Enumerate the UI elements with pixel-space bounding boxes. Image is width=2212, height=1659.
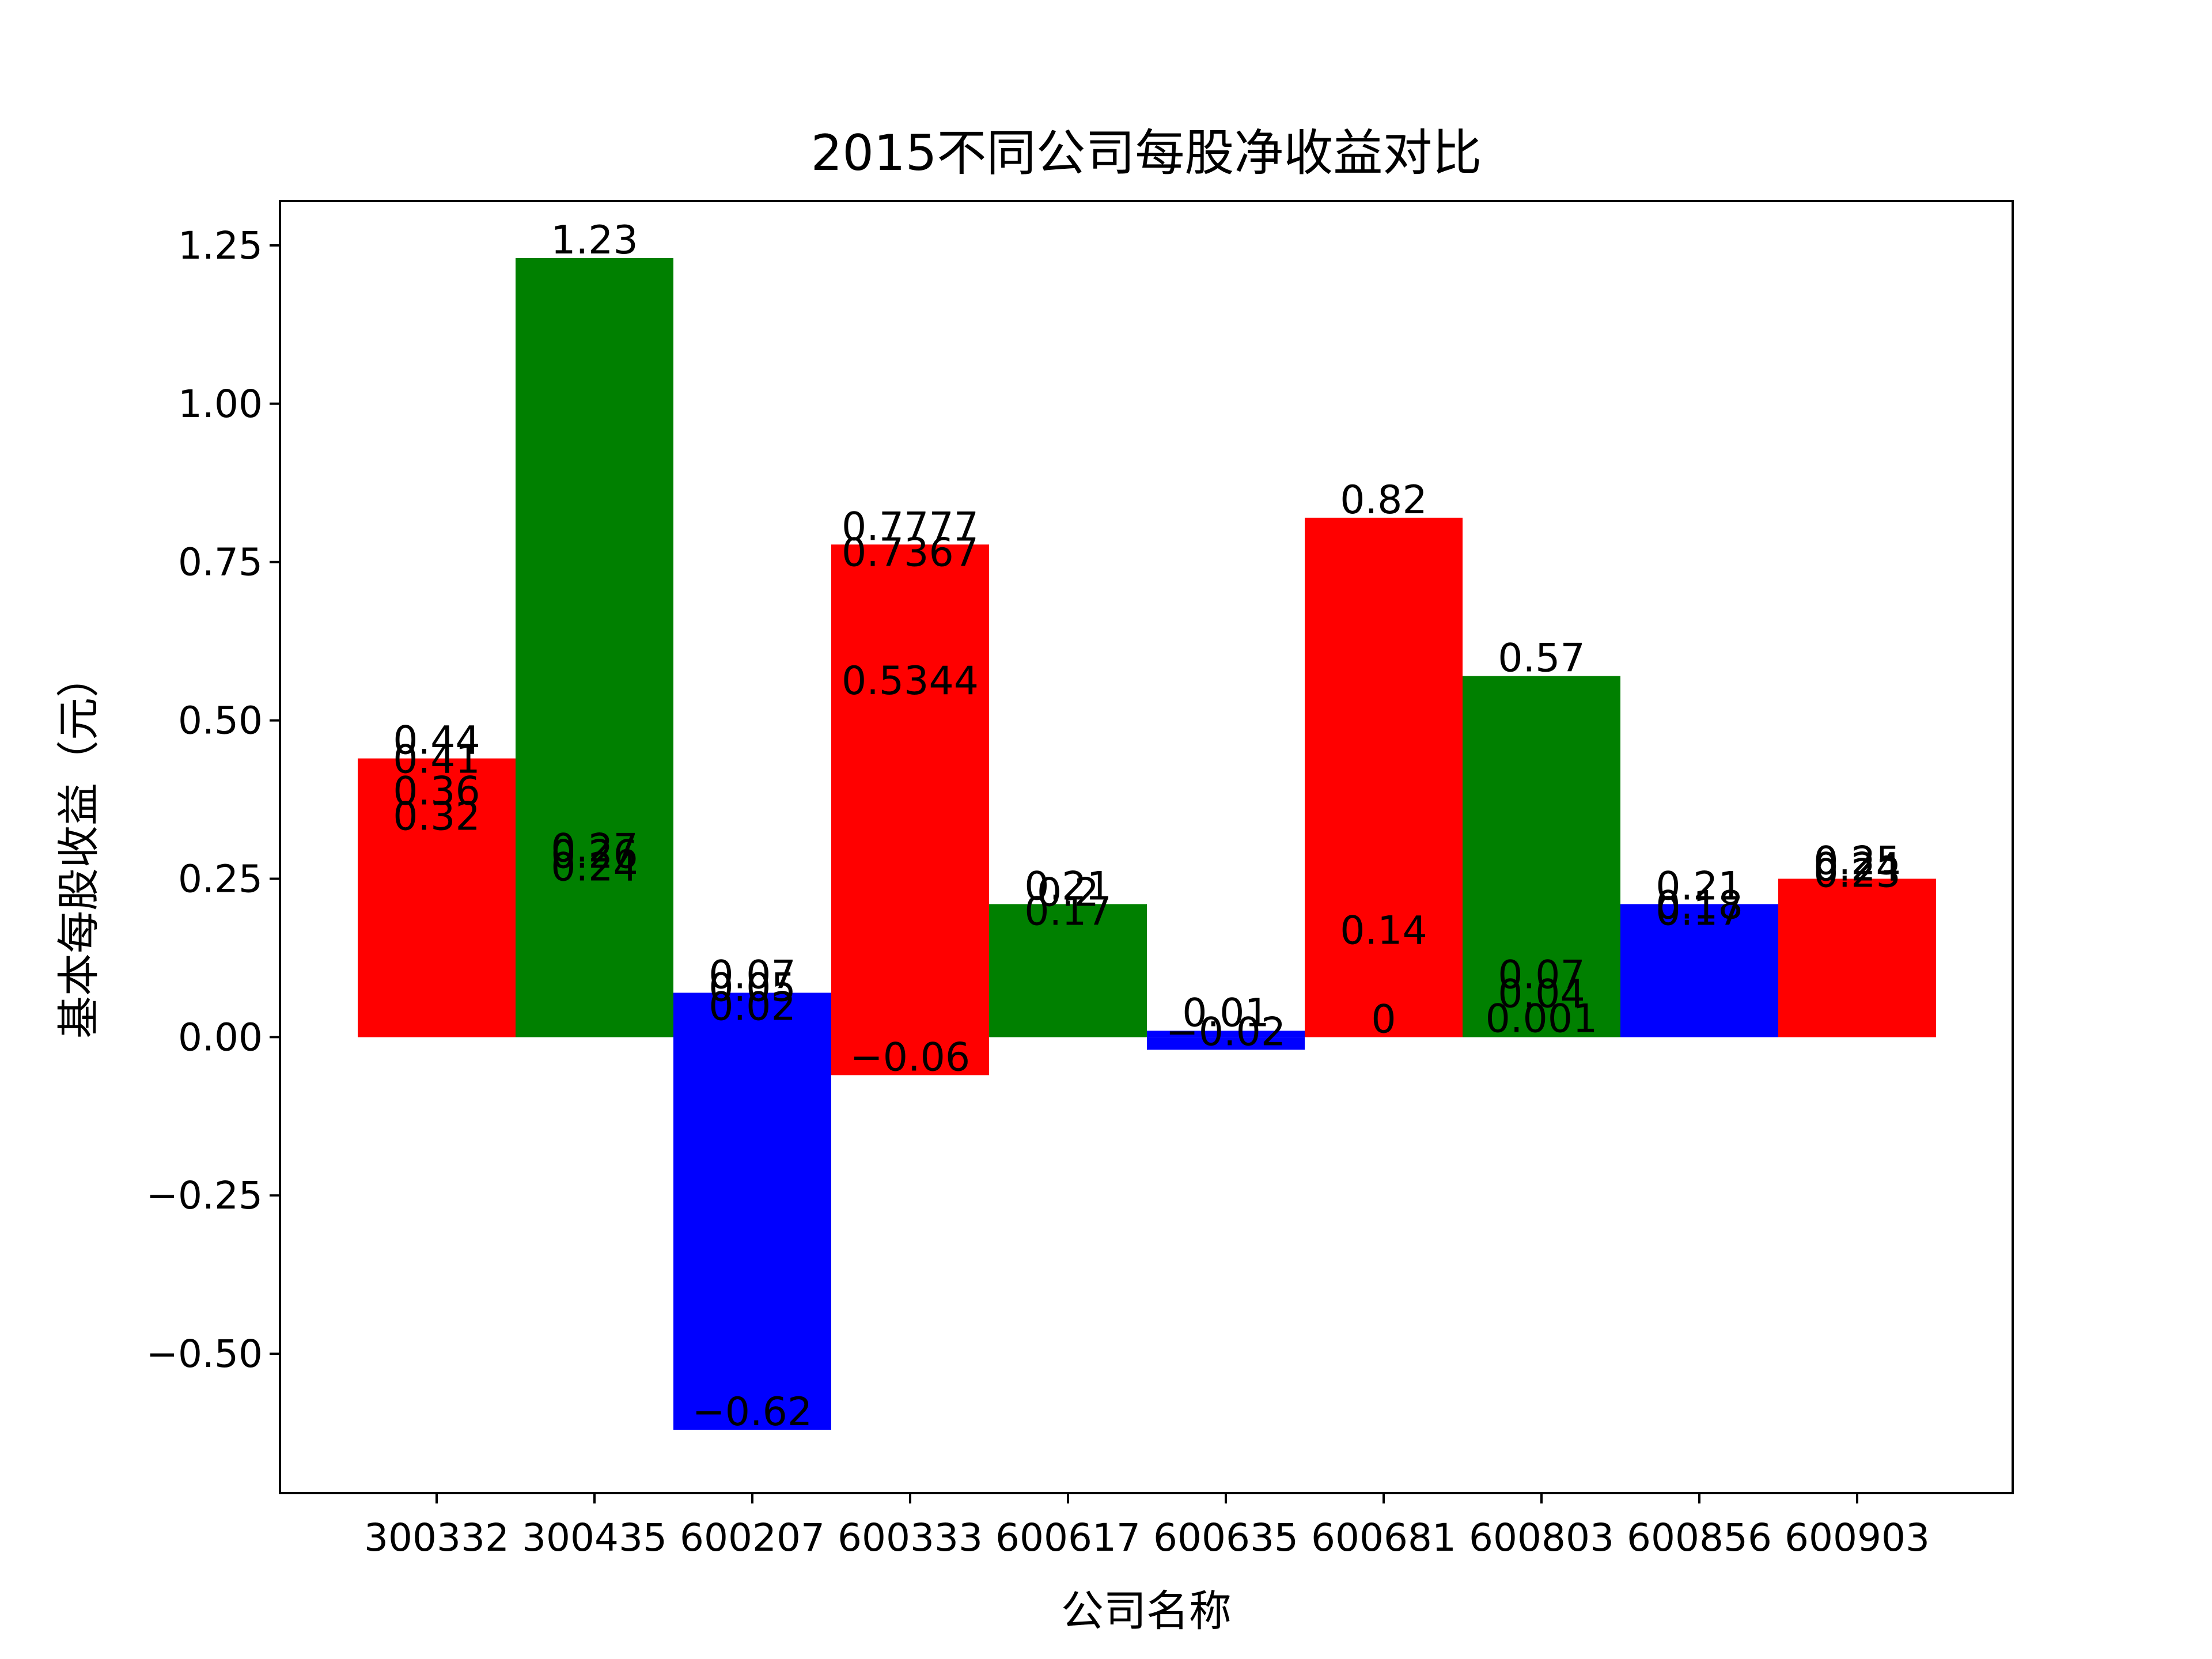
data-label-600903-0: 0.25 bbox=[1813, 839, 1900, 884]
data-label-300435-3: 0.24 bbox=[551, 845, 638, 891]
data-label-600856-1: 0.18 bbox=[1656, 882, 1743, 928]
data-label-600681-1: 0.14 bbox=[1340, 908, 1427, 953]
y-tick-label: −0.50 bbox=[146, 1332, 263, 1376]
bar-600333-3 bbox=[831, 1037, 989, 1075]
bar-300435-3 bbox=[516, 885, 673, 1037]
data-label-600681-0: 0.82 bbox=[1340, 478, 1427, 523]
data-label-300435-2: 0.26 bbox=[551, 832, 638, 878]
data-labels-layer: 0.440.410.360.321.230.270.260.240.070.05… bbox=[393, 218, 1900, 1435]
data-label-600635-1: −0.02 bbox=[1166, 1009, 1286, 1055]
x-tick-label: 600903 bbox=[1785, 1516, 1930, 1560]
plot-frame bbox=[279, 200, 2014, 1494]
data-label-600207-0: 0.07 bbox=[709, 952, 796, 998]
data-label-600617-2: 0.17 bbox=[1024, 889, 1111, 934]
x-tick-label: 600617 bbox=[995, 1516, 1141, 1560]
data-label-600803-1: 0.07 bbox=[1498, 952, 1585, 998]
y-tick-label: 1.25 bbox=[178, 224, 263, 268]
x-tick-label: 600856 bbox=[1627, 1516, 1772, 1560]
data-label-600617-0: 0.21 bbox=[1024, 864, 1111, 910]
data-label-600207-1: 0.05 bbox=[709, 965, 796, 1010]
bar-600803-0 bbox=[1463, 676, 1620, 1037]
data-label-600333-0: 0.7777 bbox=[842, 504, 979, 550]
bar-600635-1 bbox=[1147, 1037, 1305, 1050]
data-label-600207-2: 0.02 bbox=[709, 984, 796, 1029]
x-tick-label: 300332 bbox=[364, 1516, 509, 1560]
data-label-600856-0: 0.21 bbox=[1656, 864, 1743, 910]
bar-600617-2 bbox=[989, 929, 1147, 1037]
x-axis-label: 公司名称 bbox=[1061, 1586, 1232, 1636]
chart-title: 2015不同公司每股净收益对比 bbox=[811, 124, 1482, 182]
data-label-600803-3: 0.001 bbox=[1486, 996, 1598, 1041]
data-label-300332-1: 0.41 bbox=[393, 737, 480, 783]
x-tick-label: 600333 bbox=[838, 1516, 983, 1560]
bar-600903-2 bbox=[1778, 891, 1936, 1037]
data-label-600903-2: 0.23 bbox=[1813, 851, 1900, 897]
data-label-600207-3: −0.62 bbox=[692, 1389, 812, 1435]
data-label-300332-0: 0.44 bbox=[393, 718, 480, 764]
x-tick-label: 600635 bbox=[1153, 1516, 1298, 1560]
bar-600333-2 bbox=[831, 698, 989, 1037]
data-label-300332-3: 0.32 bbox=[393, 794, 480, 840]
data-label-600333-3: −0.06 bbox=[850, 1035, 970, 1080]
bar-300332-3 bbox=[358, 834, 516, 1037]
y-axis-label: 基本每股收益（元） bbox=[54, 655, 104, 1039]
data-label-600333-2: 0.5344 bbox=[842, 658, 979, 704]
x-tick-label: 600681 bbox=[1311, 1516, 1456, 1560]
bar-600803-2 bbox=[1463, 1012, 1620, 1037]
x-tick-label: 300435 bbox=[522, 1516, 667, 1560]
data-label-600617-1: 0.2 bbox=[1037, 870, 1099, 916]
data-label-300435-0: 1.23 bbox=[551, 218, 638, 263]
bar-600681-1 bbox=[1305, 948, 1463, 1037]
x-axis: 300332 300435 600207 600333 600617 600635 6006… bbox=[364, 1493, 1930, 1560]
y-tick-label: 0.25 bbox=[178, 857, 263, 902]
data-label-600803-2: 0.04 bbox=[1498, 971, 1585, 1017]
data-label-600803-0: 0.57 bbox=[1498, 636, 1585, 681]
data-label-300332-2: 0.36 bbox=[393, 769, 480, 815]
bar-600803-3 bbox=[1463, 1036, 1620, 1037]
data-label-600856-2: 0.17 bbox=[1656, 889, 1743, 934]
data-label-300435-1: 0.27 bbox=[551, 826, 638, 872]
y-tick-label: 0.50 bbox=[178, 699, 263, 743]
bar-600635-0 bbox=[1147, 1031, 1305, 1037]
x-tick-label: 600207 bbox=[680, 1516, 825, 1560]
bar-600207-3 bbox=[673, 1037, 831, 1430]
y-tick-label: 1.00 bbox=[178, 382, 263, 426]
data-label-600635-0: 0.01 bbox=[1182, 990, 1269, 1036]
bar-600856-2 bbox=[1620, 929, 1778, 1037]
y-tick-label: −0.25 bbox=[146, 1173, 263, 1218]
y-axis: −0.50 −0.25 0.00 0.25 0.50 0.75 1.00 1.25 bbox=[146, 224, 280, 1376]
bar-600207-2 bbox=[673, 1024, 831, 1037]
y-tick-label: 0.75 bbox=[178, 540, 263, 585]
bars-layer bbox=[358, 258, 1936, 1430]
data-label-600333-1: 0.7367 bbox=[842, 530, 979, 575]
data-label-600681-2: 0 bbox=[1371, 997, 1396, 1042]
x-tick-label: 600803 bbox=[1469, 1516, 1614, 1560]
data-label-600903-1: 0.24 bbox=[1813, 845, 1900, 891]
y-tick-label: 0.00 bbox=[178, 1015, 263, 1059]
